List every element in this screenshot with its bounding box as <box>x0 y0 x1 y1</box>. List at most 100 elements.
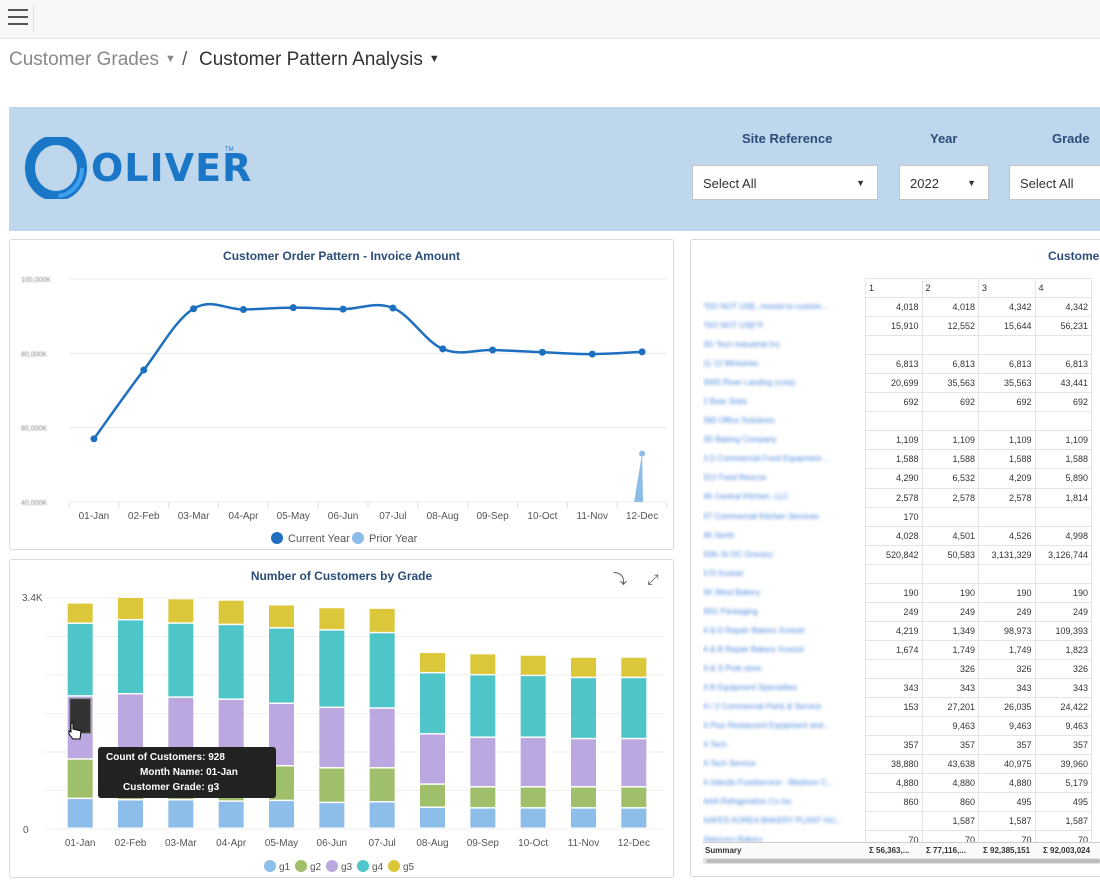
bar-segment-g1[interactable] <box>168 800 194 828</box>
site-reference-select[interactable]: Select All ▼ <box>692 165 878 200</box>
legend-prior-year-marker[interactable] <box>352 532 364 544</box>
legend-g3-marker[interactable] <box>326 860 338 872</box>
customer-name-link[interactable]: 2 Bear Stats <box>703 397 748 407</box>
bar-segment-g2[interactable] <box>319 768 345 802</box>
bar-segment-g1[interactable] <box>118 800 143 828</box>
bar-segment-g1[interactable] <box>420 807 445 828</box>
hamburger-menu-icon[interactable] <box>4 4 34 32</box>
bar-segment-g3[interactable] <box>420 734 445 784</box>
bar-segment-g5[interactable] <box>621 657 647 677</box>
bar-segment-g5[interactable] <box>118 598 143 619</box>
caret-down-icon[interactable]: ▼ <box>164 53 176 65</box>
bar-segment-g4[interactable] <box>520 676 546 737</box>
customer-name-link[interactable]: 312 Food Rescue <box>703 473 767 483</box>
customer-name-link[interactable]: A Tech <box>703 740 727 750</box>
bar-segment-g3[interactable] <box>571 739 596 787</box>
grade-select[interactable]: Select All <box>1009 165 1100 200</box>
bar-segment-g5[interactable] <box>369 608 395 632</box>
bar-segment-g5[interactable] <box>470 654 496 674</box>
bar-segment-g4[interactable] <box>621 678 647 738</box>
bar-segment-g1[interactable] <box>470 808 496 828</box>
current-year-point[interactable] <box>239 305 247 313</box>
bar-segment-g5[interactable] <box>520 655 546 675</box>
bar-segment-g4[interactable] <box>118 620 143 693</box>
bar-segment-g2[interactable] <box>520 787 546 808</box>
bar-segment-g1[interactable] <box>621 808 647 828</box>
current-year-point[interactable] <box>190 305 198 313</box>
customer-name-link[interactable]: A Islands Foodservice - Madison C... <box>703 778 834 788</box>
bar-segment-g2[interactable] <box>571 787 596 808</box>
bar-segment-g1[interactable] <box>319 803 345 828</box>
customer-name-link[interactable]: Abercorn Bakery <box>703 835 763 845</box>
customer-name-link[interactable]: A & S Pork store <box>703 663 762 673</box>
bar-segment-g4[interactable] <box>571 678 596 738</box>
legend-g4-marker[interactable] <box>357 860 369 872</box>
bar-segment-g4[interactable] <box>269 628 294 703</box>
bar-segment-g5[interactable] <box>67 603 93 623</box>
current-year-point[interactable] <box>588 350 596 358</box>
bar-segment-g3[interactable] <box>470 737 496 787</box>
bar-segment-g2[interactable] <box>470 787 496 808</box>
customer-name-link[interactable]: 3G Tech Industrial Inc <box>703 340 781 350</box>
customer-name-link[interactable]: 3000 River Landing (corp) <box>703 378 796 388</box>
bar-segment-g1[interactable] <box>269 801 294 828</box>
current-year-point[interactable] <box>439 345 447 353</box>
customer-name-link[interactable]: AAA Refrigeration Co Inc <box>703 797 792 807</box>
column-header[interactable]: 2 <box>921 278 979 299</box>
customer-name-link[interactable]: 50th St DC Grocery <box>703 549 773 559</box>
column-header[interactable]: 3 <box>978 278 1036 299</box>
column-header[interactable]: 1 <box>865 278 923 299</box>
bar-segment-g4[interactable] <box>420 673 445 734</box>
bar-segment-g1[interactable] <box>369 802 395 828</box>
legend-g2[interactable]: g2 <box>310 862 322 873</box>
bar-segment-g1[interactable] <box>67 799 93 828</box>
customer-name-link[interactable]: *DO NOT USE, moved to custom... <box>703 302 828 311</box>
current-year-point[interactable] <box>489 346 497 354</box>
legend-g4[interactable]: g4 <box>372 862 384 873</box>
bar-segment-g4[interactable] <box>369 633 395 708</box>
legend-current-year-marker[interactable] <box>271 532 283 544</box>
legend-g1-marker[interactable] <box>264 860 276 872</box>
legend-g5[interactable]: g5 <box>403 862 415 873</box>
customer-name-link[interactable]: A Plus Restaurant Equipment and... <box>703 721 830 731</box>
bar-segment-g4[interactable] <box>218 625 244 699</box>
current-year-point[interactable] <box>140 366 148 374</box>
current-year-point[interactable] <box>90 435 98 443</box>
customer-name-link[interactable]: 90G Packaging <box>703 606 758 616</box>
bar-segment-g5[interactable] <box>420 653 445 672</box>
customer-name-link[interactable]: A & D Repair Bakers Xcessit <box>703 625 805 635</box>
bar-segment-g2[interactable] <box>67 759 93 798</box>
bar-segment-g1[interactable] <box>218 801 244 828</box>
customer-name-link[interactable]: A / 2 Commercial Parts & Service <box>703 701 822 711</box>
legend-g2-marker[interactable] <box>295 860 307 872</box>
bar-segment-g3[interactable] <box>520 737 546 787</box>
customer-name-link[interactable]: A & B Repair Bakers Xcessit <box>703 644 804 654</box>
current-year-point[interactable] <box>289 304 297 312</box>
customer-name-link[interactable]: 570 Kosher <box>703 568 744 578</box>
bar-segment-g5[interactable] <box>319 608 345 630</box>
current-year-point[interactable] <box>389 304 397 312</box>
prior-year-point[interactable] <box>639 450 646 457</box>
bar-segment-g2[interactable] <box>369 768 395 802</box>
customer-name-link[interactable]: 3D Baking Company <box>703 435 777 445</box>
bar-segment-g2[interactable] <box>420 784 445 807</box>
customer-name-link[interactable]: 4T Commercial Kitchen Services <box>703 511 819 521</box>
current-year-point[interactable] <box>339 305 347 313</box>
customer-name-link[interactable]: 11 12 Ministries <box>703 359 759 369</box>
legend-g1[interactable]: g1 <box>279 862 291 873</box>
bar-segment-g1[interactable] <box>571 808 596 828</box>
customer-name-link[interactable]: A B Equipment Specialties <box>703 682 797 692</box>
customer-name-link[interactable]: 5K West Bakery <box>703 587 761 597</box>
expand-icon[interactable]: ⤢ <box>647 571 659 587</box>
legend-current-year[interactable]: Current Year <box>288 533 350 545</box>
bar-segment-g3[interactable] <box>621 739 647 787</box>
legend-prior-year[interactable]: Prior Year <box>369 533 418 545</box>
legend-g3[interactable]: g3 <box>341 862 353 873</box>
bar-segment-g4[interactable] <box>470 675 496 737</box>
customer-name-link[interactable]: 360 Office Solutions <box>703 416 775 426</box>
legend-g5-marker[interactable] <box>388 860 400 872</box>
table-horizontal-scrollbar[interactable] <box>703 858 1100 864</box>
customer-name-link[interactable]: 4K Central Kitchen, LLC <box>703 492 789 502</box>
customer-name-link[interactable]: *DO NOT USE*F <box>703 321 764 331</box>
customer-name-link[interactable]: AAFES KOREA BAKERY PLANT HU... <box>703 816 842 826</box>
